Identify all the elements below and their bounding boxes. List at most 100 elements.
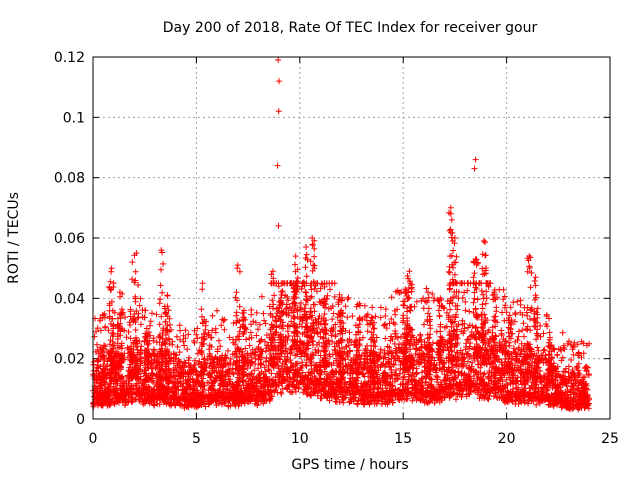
data-point — [496, 377, 503, 384]
data-point — [396, 397, 403, 404]
data-point — [375, 397, 382, 404]
data-point — [461, 378, 468, 385]
data-point — [326, 351, 333, 358]
data-point — [281, 376, 288, 383]
data-point — [504, 381, 511, 388]
data-point — [414, 369, 420, 376]
data-point — [239, 310, 246, 317]
data-point — [325, 359, 332, 366]
data-point — [172, 364, 179, 371]
data-point — [102, 379, 109, 386]
y-axis-label: ROTI / TECUs — [6, 192, 22, 284]
y-tick-label: 0.04 — [54, 291, 85, 307]
data-point — [518, 340, 525, 347]
data-point — [303, 251, 310, 258]
y-tick-label: 0.06 — [54, 231, 85, 247]
data-point — [129, 259, 136, 266]
data-point — [108, 265, 115, 272]
data-point — [107, 278, 114, 285]
chart-title: Day 200 of 2018, Rate Of TEC Index for r… — [163, 20, 538, 36]
data-point — [132, 327, 139, 333]
data-point — [430, 383, 437, 390]
x-tick-label: 20 — [498, 431, 516, 447]
data-point — [292, 253, 299, 260]
data-point — [307, 308, 314, 315]
data-point — [248, 354, 255, 361]
data-point — [164, 292, 171, 299]
data-point — [234, 262, 241, 269]
data-point — [463, 393, 470, 400]
x-axis-label: GPS time / hours — [291, 457, 408, 473]
data-point — [288, 389, 295, 396]
data-point — [120, 383, 127, 390]
data-point — [444, 344, 451, 351]
data-point — [511, 349, 518, 356]
data-point — [160, 260, 167, 267]
data-point — [321, 348, 328, 355]
data-point — [381, 350, 388, 357]
data-point — [471, 367, 478, 374]
y-tick-label: 0.08 — [54, 171, 85, 187]
data-point — [329, 338, 336, 345]
data-point — [202, 403, 209, 410]
data-point — [280, 375, 287, 382]
data-point — [117, 382, 124, 389]
data-point — [299, 369, 306, 376]
x-tick-label: 25 — [601, 431, 619, 447]
data-point — [159, 289, 166, 296]
data-point — [303, 273, 310, 280]
y-tick-label: 0.02 — [54, 352, 85, 368]
data-point — [133, 344, 140, 350]
data-point — [327, 353, 333, 360]
data-point — [277, 332, 284, 339]
data-point — [361, 364, 368, 371]
data-point — [157, 282, 164, 289]
data-point — [369, 304, 376, 311]
data-point — [428, 376, 434, 382]
data-point — [421, 360, 428, 367]
data-point — [493, 393, 500, 400]
data-point — [132, 268, 139, 275]
data-point — [481, 370, 488, 377]
data-point — [405, 371, 412, 378]
data-point — [323, 371, 330, 378]
data-point — [269, 268, 276, 275]
y-tick-label: 0.1 — [63, 110, 85, 126]
data-point — [243, 336, 250, 343]
data-point — [199, 286, 206, 293]
data-point — [307, 392, 314, 399]
data-point — [298, 353, 305, 360]
data-point — [326, 374, 333, 381]
y-tick-label: 0.12 — [54, 50, 85, 66]
data-point — [158, 266, 164, 273]
data-point — [464, 358, 471, 365]
data-point — [284, 328, 291, 335]
y-tick-label: 0 — [76, 412, 85, 428]
data-point — [396, 357, 402, 364]
data-point — [233, 289, 240, 296]
data-point — [303, 289, 309, 296]
x-tick-label: 5 — [192, 431, 201, 447]
data-point — [232, 294, 239, 301]
data-point — [234, 265, 241, 272]
data-point — [285, 297, 292, 304]
data-point — [308, 286, 315, 293]
data-point — [311, 253, 318, 260]
data-point — [465, 350, 472, 357]
data-point — [208, 363, 215, 370]
data-point — [251, 367, 258, 374]
data-point — [541, 346, 548, 353]
data-point — [287, 357, 294, 364]
x-tick-label: 0 — [89, 431, 98, 447]
data-point — [486, 327, 492, 334]
data-point — [266, 396, 273, 403]
data-point — [562, 365, 569, 372]
data-point — [156, 300, 163, 307]
data-point — [236, 268, 243, 275]
data-point — [236, 303, 243, 310]
data-point — [485, 396, 492, 403]
data-point — [453, 396, 459, 403]
data-point — [193, 368, 200, 375]
